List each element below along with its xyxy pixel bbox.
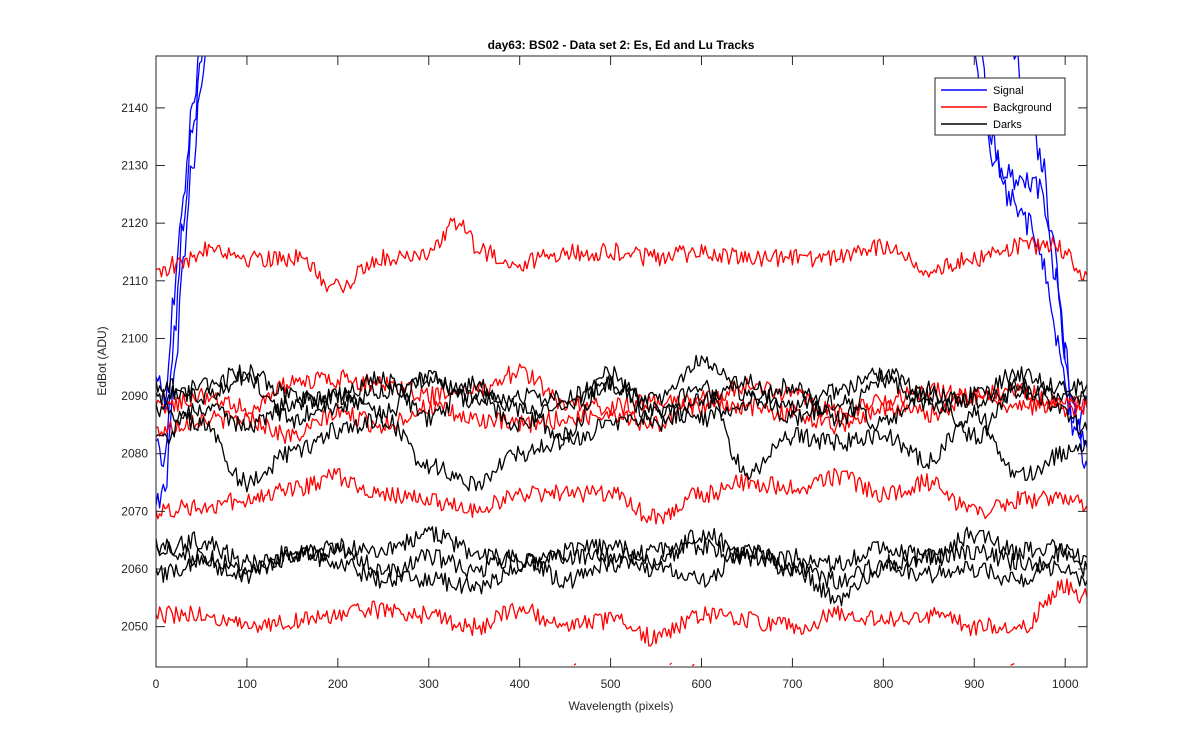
darks-trace-2 (156, 379, 1087, 493)
x-tick-label-100: 100 (237, 677, 257, 691)
darks-trace-7 (156, 527, 1087, 607)
background-trace-4 (156, 363, 1087, 422)
plot-frame (155, 55, 1088, 668)
x-tick-label-1000: 1000 (1052, 677, 1079, 691)
x-axis-label: Wavelength (pixels) (569, 699, 674, 713)
background-fragment-3 (691, 663, 695, 667)
background-trace-5 (156, 382, 1087, 445)
y-tick-label-2120: 2120 (121, 216, 148, 230)
x-tick-label-600: 600 (691, 677, 711, 691)
background-fragment-2 (669, 662, 672, 666)
x-axis: 0 100 200 300 400 500 600 700 800 900 1000 (153, 56, 1079, 691)
background-fragment-1 (573, 663, 577, 666)
y-tick-label-2070: 2070 (121, 504, 148, 518)
signal-trace-4 (974, 56, 1087, 436)
x-tick-label-900: 900 (964, 677, 984, 691)
y-tick-label-2080: 2080 (121, 447, 148, 461)
chart-title: day63: BS02 - Data set 2: Es, Ed and Lu … (488, 38, 755, 52)
legend-label-background: Background (993, 102, 1052, 114)
background-trace-1 (156, 217, 1087, 294)
legend-label-darks: Darks (993, 119, 1022, 131)
x-tick-label-200: 200 (328, 677, 348, 691)
legend: Signal Background Darks (934, 77, 1066, 136)
x-tick-label-500: 500 (601, 677, 621, 691)
y-tick-label-2100: 2100 (121, 331, 148, 345)
y-axis: 2050 2060 2070 2080 2090 2100 2110 2120 2130 2140 (121, 101, 1087, 634)
darks-trace-4 (156, 366, 1087, 445)
background-fragment-4 (1010, 662, 1015, 666)
background-trace-3 (156, 467, 1087, 525)
legend-label-signal: Signal (993, 85, 1024, 97)
x-tick-label-0: 0 (153, 677, 160, 691)
y-axis-label: EdBot (ADU) (95, 326, 109, 395)
y-tick-label-2060: 2060 (121, 562, 148, 576)
background-trace-2 (156, 578, 1087, 647)
x-tick-label-300: 300 (419, 677, 439, 691)
darks-trace-1 (156, 354, 1087, 416)
y-tick-label-2090: 2090 (121, 389, 148, 403)
x-tick-label-800: 800 (873, 677, 893, 691)
x-tick-label-400: 400 (510, 677, 530, 691)
darks-trace-6 (156, 543, 1087, 590)
y-tick-label-2130: 2130 (121, 159, 148, 173)
signal-trace-1 (156, 56, 206, 509)
y-tick-label-2110: 2110 (122, 274, 148, 288)
darks-trace-3 (156, 365, 1087, 445)
plot-area (156, 56, 1087, 667)
x-tick-label-700: 700 (782, 677, 802, 691)
signal-trace-2 (156, 56, 203, 468)
y-tick-label-2050: 2050 (121, 620, 148, 634)
y-tick-label-2140: 2140 (121, 101, 148, 115)
